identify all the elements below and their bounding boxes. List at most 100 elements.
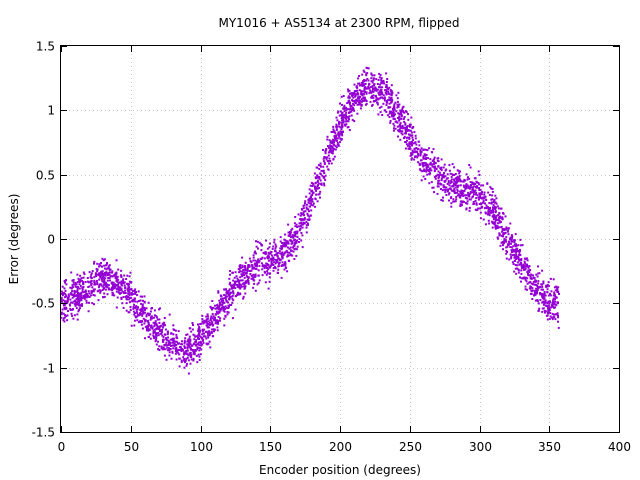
data-point — [63, 287, 66, 290]
data-point — [212, 328, 215, 331]
data-point — [187, 338, 190, 341]
data-point — [408, 137, 411, 140]
data-point — [223, 294, 226, 296]
data-point — [77, 299, 80, 302]
data-point — [269, 251, 272, 254]
data-point — [530, 293, 533, 295]
data-point — [389, 112, 392, 114]
data-point — [546, 285, 549, 288]
data-point — [383, 109, 386, 112]
data-point — [557, 314, 559, 317]
data-point — [395, 94, 398, 97]
data-point — [186, 362, 188, 365]
data-point — [98, 289, 101, 292]
data-point — [475, 192, 478, 195]
data-point — [320, 182, 323, 185]
data-point — [324, 174, 327, 177]
data-point — [392, 117, 395, 120]
data-point — [101, 285, 104, 288]
data-point — [361, 84, 364, 87]
x-tick-label: 400 — [608, 440, 631, 454]
data-point — [272, 269, 275, 272]
data-point — [323, 182, 325, 185]
data-point — [250, 264, 253, 267]
data-point — [354, 101, 357, 104]
data-point — [401, 130, 404, 133]
data-point — [107, 274, 109, 277]
data-point — [375, 88, 378, 91]
data-point — [341, 115, 344, 118]
data-point — [192, 357, 195, 360]
data-point — [542, 295, 545, 298]
data-point — [197, 336, 199, 339]
data-point — [199, 323, 202, 325]
data-point — [255, 262, 258, 264]
data-point — [314, 187, 317, 190]
data-point — [158, 321, 161, 324]
data-point — [296, 235, 299, 238]
data-point — [134, 315, 137, 318]
data-point — [101, 280, 104, 283]
data-point — [85, 299, 88, 302]
data-point — [347, 117, 350, 120]
data-point — [480, 203, 483, 206]
data-point — [156, 318, 159, 321]
data-point — [347, 100, 350, 103]
data-point — [99, 264, 102, 267]
data-point — [375, 95, 377, 98]
data-point — [61, 300, 63, 303]
data-point — [90, 292, 93, 294]
data-point — [211, 300, 214, 302]
data-point — [264, 251, 267, 254]
data-point — [503, 238, 506, 240]
data-point — [521, 244, 524, 247]
data-point — [403, 135, 406, 138]
data-point — [150, 315, 153, 318]
data-point — [104, 283, 107, 286]
data-point — [64, 289, 67, 292]
data-point — [427, 157, 429, 160]
data-point — [147, 325, 150, 328]
data-point — [104, 281, 107, 284]
data-point — [201, 314, 204, 317]
data-point — [334, 132, 337, 135]
data-point — [283, 268, 286, 271]
data-point — [269, 266, 272, 269]
data-point — [393, 124, 396, 127]
data-point — [443, 180, 446, 183]
data-point — [317, 193, 320, 196]
data-point — [442, 175, 445, 178]
data-point — [373, 83, 376, 86]
data-point — [298, 229, 301, 232]
data-point — [172, 328, 175, 331]
data-point — [495, 202, 498, 205]
data-point — [269, 242, 271, 245]
data-point — [120, 292, 123, 295]
data-point — [218, 306, 221, 309]
data-point — [137, 290, 140, 293]
data-point — [230, 295, 233, 298]
data-point — [548, 317, 551, 320]
data-point — [129, 308, 132, 311]
data-point — [556, 289, 559, 292]
data-point — [134, 288, 137, 291]
data-point — [183, 339, 186, 342]
data-point — [510, 255, 513, 258]
data-point — [160, 329, 163, 332]
data-point — [103, 281, 106, 284]
data-point — [484, 202, 486, 205]
data-point — [92, 294, 95, 296]
data-point — [548, 306, 551, 309]
data-point — [334, 137, 337, 139]
data-point — [212, 315, 215, 318]
data-point — [147, 323, 150, 326]
data-point — [242, 282, 245, 285]
data-point — [447, 180, 450, 182]
data-point — [453, 188, 456, 191]
data-point — [314, 181, 317, 184]
data-point — [303, 210, 306, 213]
data-point — [482, 184, 485, 187]
data-point — [532, 280, 535, 283]
data-point — [392, 122, 395, 125]
data-point — [284, 262, 287, 265]
